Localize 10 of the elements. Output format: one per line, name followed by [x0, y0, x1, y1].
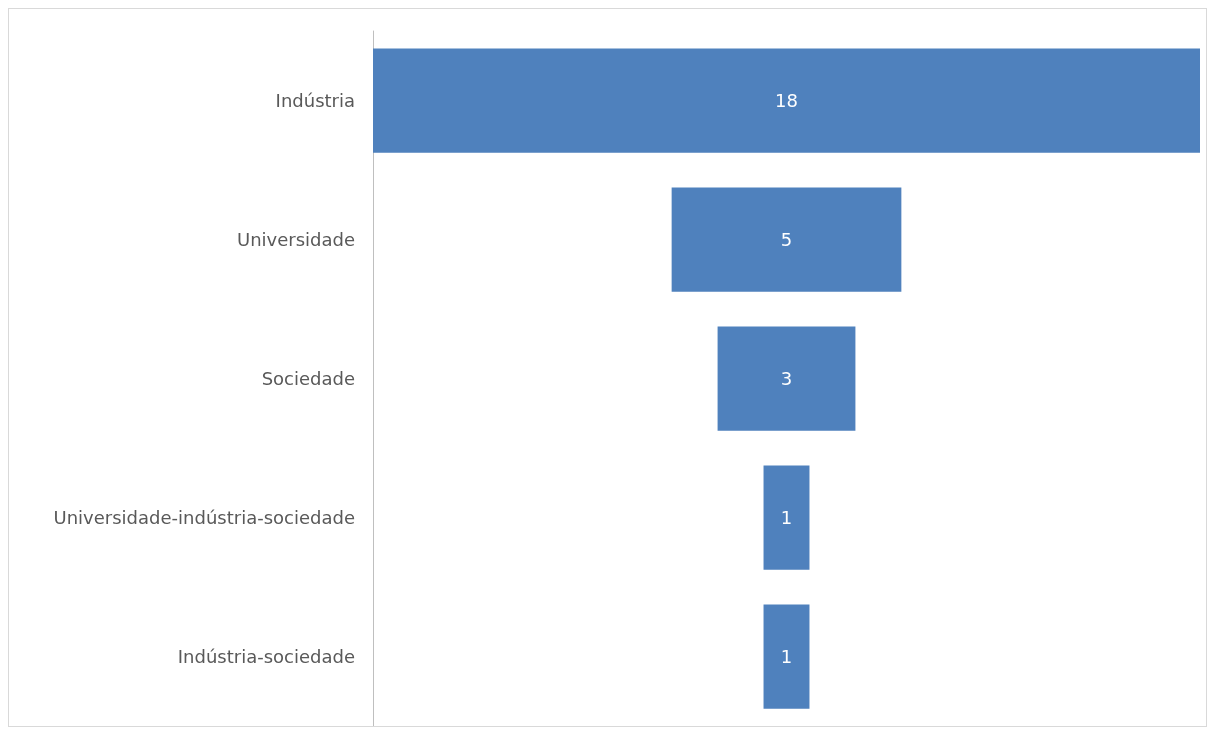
- category-label: Universidade-indústria-sociedade: [53, 507, 355, 528]
- category-label: Indústria: [275, 90, 355, 111]
- category-label: Universidade: [236, 229, 355, 250]
- category-label: Indústria-sociedade: [177, 646, 355, 667]
- data-label: 1: [780, 646, 793, 667]
- category-label: Sociedade: [261, 368, 355, 389]
- data-label: 5: [780, 229, 793, 250]
- data-label: 3: [780, 368, 793, 389]
- data-label: 1: [780, 507, 793, 528]
- data-label: 18: [775, 90, 798, 111]
